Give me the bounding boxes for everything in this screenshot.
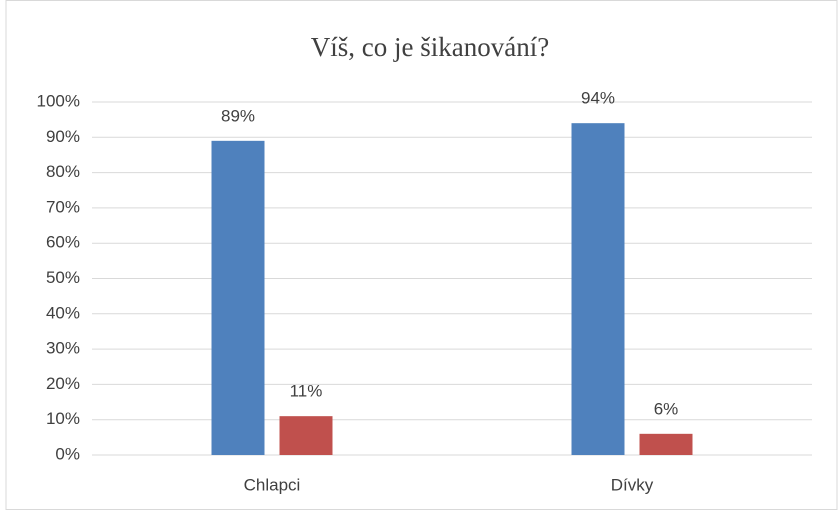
bar: [639, 433, 693, 455]
data-label: 89%: [221, 106, 255, 125]
data-label: 6%: [654, 399, 679, 418]
y-tick-label: 50%: [46, 268, 80, 287]
y-tick-label: 20%: [46, 374, 80, 393]
y-tick-label: 10%: [46, 409, 80, 428]
x-tick-label: Dívky: [611, 475, 654, 494]
bar: [571, 123, 625, 456]
y-tick-label: 80%: [46, 162, 80, 181]
y-tick-label: 90%: [46, 127, 80, 146]
y-tick-label: 40%: [46, 303, 80, 322]
y-tick-label: 30%: [46, 339, 80, 358]
x-tick-label: Chlapci: [244, 475, 301, 494]
bar: [279, 416, 333, 455]
y-tick-label: 70%: [46, 197, 80, 216]
y-tick-label: 100%: [37, 91, 80, 110]
chart-frame: [5, 0, 838, 510]
chart-title: Víš, co je šikanování?: [311, 32, 549, 62]
bar: [211, 140, 265, 455]
data-label: 11%: [290, 382, 323, 401]
y-tick-label: 60%: [46, 233, 80, 252]
y-tick-label: 0%: [55, 444, 80, 463]
data-label: 94%: [581, 89, 615, 108]
